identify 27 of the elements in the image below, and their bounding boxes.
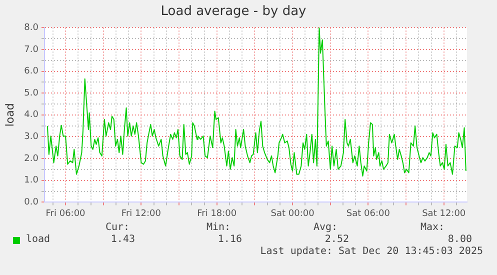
text: Max: <box>419 222 446 234</box>
y-tick-label: 0.0 <box>24 198 39 208</box>
y-axis-title: load <box>3 103 16 127</box>
x-tick-label: Fri 06:00 <box>46 208 86 219</box>
text: Last update: Sat Dec 20 13:45:03 2025 <box>259 246 484 258</box>
text: Avg: <box>312 222 339 234</box>
y-tick-label: 2.0 <box>24 154 39 164</box>
y-tick-label: 7.0 <box>24 44 39 55</box>
y-tick-label: 6.0 <box>24 66 39 77</box>
x-tick-label: Fri 18:00 <box>197 208 237 219</box>
y-tick-label: 4.0 <box>24 110 39 120</box>
text: Min: <box>205 222 232 234</box>
x-tick-label: Sat 12:00 <box>422 208 466 219</box>
chart-title: Load average - by day <box>160 4 307 20</box>
text: Cur: <box>104 222 131 234</box>
x-tick-label: Sat 00:00 <box>270 208 315 219</box>
x-tick-label: Fri 12:00 <box>121 208 162 219</box>
legend-label: load <box>26 234 50 246</box>
text: 2.52 <box>324 234 350 246</box>
text: 1.16 <box>216 234 243 246</box>
y-tick-label: 1.0 <box>24 176 39 186</box>
text: 1.43 <box>110 234 136 246</box>
x-tick-label: Sat 06:00 <box>346 208 390 219</box>
text: 8.00 <box>446 234 473 246</box>
y-tick-label: 8.0 <box>24 22 39 33</box>
y-tick-label: 3.0 <box>24 132 39 142</box>
y-tick-label: 5.0 <box>24 88 39 98</box>
